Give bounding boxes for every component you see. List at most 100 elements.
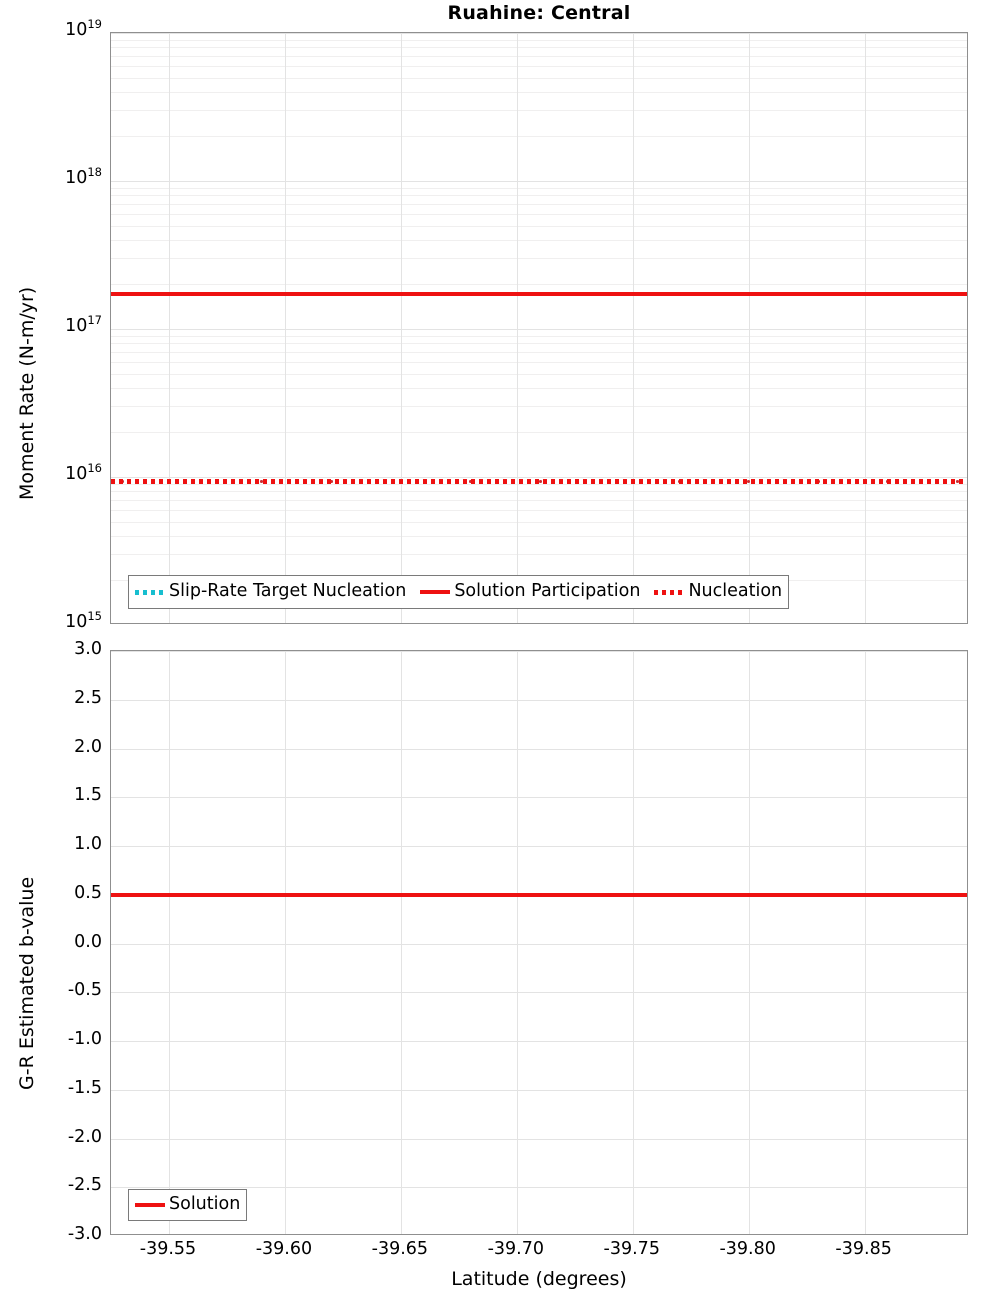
ytick-mantissa: 10 <box>65 612 88 632</box>
ytick-label: -2.5 <box>67 1175 102 1196</box>
gridline-minor <box>111 509 967 511</box>
data-marker <box>608 480 612 484</box>
data-marker <box>955 893 959 897</box>
gridline-minor <box>111 110 967 112</box>
data-marker <box>190 480 194 484</box>
data-marker <box>538 292 542 296</box>
data-marker <box>886 292 890 296</box>
gridline-vertical <box>516 33 518 623</box>
gridline-minor <box>111 351 967 353</box>
gridline-minor <box>111 432 967 434</box>
gridline-minor <box>111 258 967 260</box>
xlabel: Latitude (degrees) <box>451 1268 627 1290</box>
gridline-major <box>111 1138 967 1140</box>
gridline-minor <box>111 136 967 138</box>
figure-title: Ruahine: Central <box>447 2 631 24</box>
ytick-label: 1.5 <box>74 785 102 806</box>
data-marker <box>816 480 820 484</box>
moment-rate-legend[interactable]: Slip-Rate Target Nucleation Solution Part… <box>128 575 790 609</box>
ytick-label: 0.5 <box>74 882 102 903</box>
gridline-minor <box>111 554 967 556</box>
gridline-major <box>111 181 967 182</box>
ytick-label: 0.0 <box>74 931 102 952</box>
legend-entry[interactable]: Solution Participation <box>420 583 640 601</box>
ytick-exponent: 18 <box>87 165 102 180</box>
data-marker <box>538 480 542 484</box>
gridline-minor <box>111 91 967 93</box>
gridline-minor <box>111 491 967 493</box>
gridline-major <box>111 992 967 994</box>
ytick-label: 1016 <box>65 462 102 484</box>
ytick-label: 1017 <box>65 314 102 336</box>
legend-label: Nucleation <box>688 581 783 602</box>
gridline-vertical <box>284 33 286 623</box>
gridline-minor <box>111 284 967 286</box>
gridline-minor <box>111 39 967 41</box>
data-marker <box>538 893 542 897</box>
data-marker <box>747 292 751 296</box>
gridline-vertical <box>516 651 518 1234</box>
gridline-vertical <box>864 651 866 1234</box>
gridline-minor <box>111 203 967 205</box>
gridline-vertical <box>400 33 402 623</box>
gridline-major <box>111 651 967 652</box>
data-marker <box>121 480 125 484</box>
top-ytick-labels: 1015 1016 1017 1018 1019 <box>2 18 102 630</box>
legend-entry[interactable]: Slip-Rate Target Nucleation <box>135 583 406 601</box>
data-marker <box>260 480 264 484</box>
legend-line-swatch <box>654 589 685 595</box>
gridline-minor <box>111 55 967 57</box>
gridline-minor <box>111 77 967 79</box>
ytick-mantissa: 10 <box>65 316 88 336</box>
data-marker <box>260 893 264 897</box>
top-ylabel: Moment Rate (N-m/yr) <box>16 286 38 500</box>
ytick-label: -3.0 <box>67 1224 102 1244</box>
gridline-major <box>111 33 967 34</box>
legend-entry[interactable]: Nucleation <box>654 583 782 601</box>
gridline-vertical <box>400 651 402 1234</box>
bottom-ytick-labels: 3.0 2.5 2.0 1.5 1.0 0.5 0.0 -0.5 -1.0 -1.5 -2.0 -2.… <box>2 640 102 1242</box>
ytick-mantissa: 10 <box>65 168 88 188</box>
gridline-minor <box>111 239 967 241</box>
data-marker <box>816 893 820 897</box>
gridline-major <box>111 943 967 945</box>
data-marker <box>468 893 472 897</box>
ytick-label: -2.0 <box>67 1126 102 1147</box>
legend-line-swatch <box>420 590 451 594</box>
xtick-label: -39.55 <box>139 1239 197 1259</box>
gridline-minor <box>111 535 967 537</box>
gridline-minor <box>111 47 967 49</box>
data-marker <box>886 893 890 897</box>
ytick-label: -1.5 <box>67 1077 102 1098</box>
data-marker <box>121 893 125 897</box>
gridline-minor <box>111 373 967 375</box>
xtick-label: -39.80 <box>719 1239 776 1259</box>
data-marker <box>468 292 472 296</box>
ytick-label: 1019 <box>65 18 102 40</box>
gridline-minor <box>111 335 967 337</box>
data-marker <box>955 292 959 296</box>
ytick-label: 2.5 <box>74 687 102 708</box>
legend-label: Solution Participation <box>454 581 641 602</box>
ytick-label: 2.0 <box>74 736 102 757</box>
ytick-mantissa: 10 <box>65 20 88 40</box>
legend-entry[interactable]: Solution <box>135 1196 240 1214</box>
data-marker <box>747 893 751 897</box>
gridline-vertical <box>168 651 170 1234</box>
data-marker <box>677 292 681 296</box>
ytick-label: 1.0 <box>74 834 102 854</box>
data-marker <box>190 292 194 296</box>
ytick-exponent: 16 <box>87 461 102 476</box>
data-marker <box>399 480 403 484</box>
xtick-label: -39.65 <box>371 1239 429 1259</box>
ytick-exponent: 19 <box>87 17 102 32</box>
gridline-vertical <box>168 33 170 623</box>
legend-label: Slip-Rate Target Nucleation <box>169 581 407 602</box>
data-marker <box>121 292 125 296</box>
gridline-minor <box>111 387 967 389</box>
gridline-major <box>111 699 967 701</box>
ytick-exponent: 15 <box>87 609 102 624</box>
bottom-ylabel: G-R Estimated b-value <box>16 876 38 1090</box>
data-marker <box>329 480 333 484</box>
b-value-legend[interactable]: Solution <box>128 1189 248 1221</box>
